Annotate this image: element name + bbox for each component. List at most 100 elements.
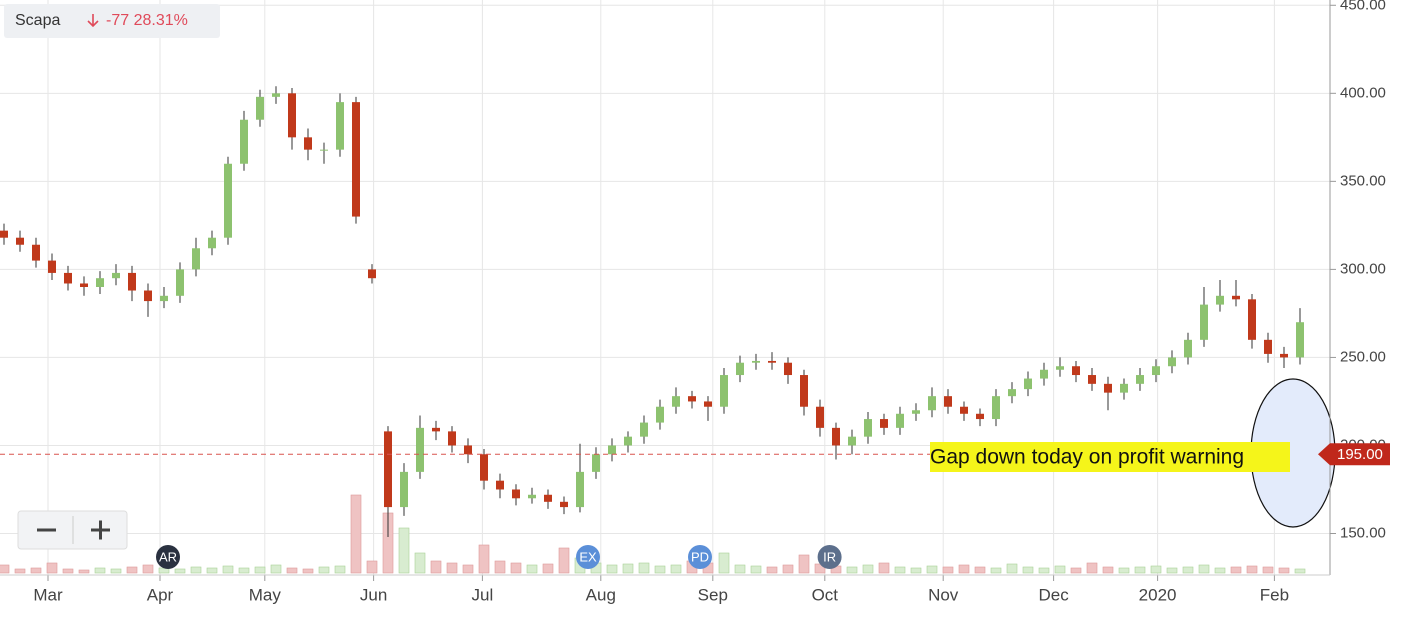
volume-bar (862, 564, 874, 574)
candle-body (1152, 366, 1160, 376)
candle-body (816, 406, 824, 428)
volume-bar (286, 567, 298, 574)
candle-body (1088, 375, 1096, 384)
candle-body (304, 137, 312, 150)
candle-body (400, 471, 408, 508)
y-tick-label: 350.00 (1340, 172, 1386, 189)
volume-bar (1038, 567, 1050, 574)
volume-bar (462, 564, 474, 574)
candle-body (1168, 357, 1176, 367)
volume-bar (302, 568, 314, 574)
volume-bar (750, 565, 762, 574)
candle-body (496, 480, 504, 490)
candle-body (416, 427, 424, 472)
candle-body (432, 427, 440, 432)
candle-body (1120, 383, 1128, 393)
candle-body (592, 454, 600, 472)
candle-body (208, 237, 216, 249)
volume-bar (318, 566, 330, 574)
candle-body (128, 272, 136, 291)
candle-body (928, 396, 936, 411)
candle-body (768, 360, 776, 363)
volume-bar (1182, 566, 1194, 574)
candle-body (448, 431, 456, 446)
candle-body (240, 119, 248, 164)
candle-body (1232, 295, 1240, 300)
volume-bar (174, 568, 186, 574)
candle-body (1136, 375, 1144, 384)
candle-body (1184, 339, 1192, 358)
volume-bar (446, 562, 458, 574)
event-marker (817, 545, 842, 569)
volume-bar (1006, 563, 1018, 574)
candle-body (1072, 366, 1080, 376)
candle-body (640, 422, 648, 437)
volume-bar (1214, 567, 1226, 574)
zoom-out-button[interactable] (19, 512, 72, 548)
candle-body (832, 427, 840, 446)
candle-body (608, 445, 616, 455)
volume-bar (430, 560, 442, 574)
volume-bar (110, 568, 122, 574)
candle-body (976, 413, 984, 420)
annotation-highlight (930, 442, 1290, 472)
candle-body (0, 230, 8, 238)
candle-body (864, 419, 872, 437)
volume-bar (558, 547, 570, 574)
volume-bar (606, 564, 618, 574)
candle-body (528, 494, 536, 499)
volume-bar (0, 564, 10, 574)
zoom-in-button[interactable] (74, 512, 126, 548)
volume-bar (1294, 568, 1306, 574)
candle-body (1296, 322, 1304, 358)
volume-bar (30, 567, 42, 574)
x-tick-label: Mar (33, 585, 63, 604)
event-label: PD (691, 549, 709, 564)
volume-bar (222, 565, 234, 574)
candle-body (16, 237, 24, 245)
volume-bar (46, 562, 58, 574)
axis: 150.00200.00250.00300.00350.00400.00450.… (0, 0, 1390, 604)
volume-bar (942, 566, 954, 574)
candle-body (992, 396, 1000, 420)
last-price-label: 195.00 (1337, 446, 1383, 463)
volume-bar (14, 568, 26, 574)
down-arrow-icon (87, 14, 99, 28)
volume-bar (1198, 564, 1210, 574)
volume-bar (670, 564, 682, 574)
candle-body (176, 269, 184, 296)
annotation: Gap down today on profit warning (930, 446, 1244, 469)
candle-body (656, 406, 664, 423)
x-tick-label: Oct (812, 585, 839, 604)
candle-body (896, 413, 904, 428)
volume-bar (510, 562, 522, 574)
volume-bar (990, 567, 1002, 574)
y-tick-label: 300.00 (1340, 260, 1386, 277)
candle-body (752, 360, 760, 363)
volume-bar (478, 544, 490, 574)
volume-bar (1086, 562, 1098, 574)
candle-body (160, 295, 168, 302)
volume-bar (782, 564, 794, 574)
candle-body (1040, 369, 1048, 379)
candle-body (1280, 353, 1288, 358)
change-label: -77 28.31% (106, 12, 188, 29)
candle-body (464, 445, 472, 455)
event-marker (688, 545, 712, 569)
x-tick-label: Apr (147, 585, 174, 604)
candle-body (688, 396, 696, 402)
volume-bar (206, 567, 218, 574)
event-marker (156, 545, 180, 569)
candle-body (336, 102, 344, 150)
volume-bar (894, 566, 906, 574)
x-tick-label: Jul (472, 585, 494, 604)
x-tick-label: Dec (1038, 585, 1069, 604)
y-tick-label: 450.00 (1340, 0, 1386, 13)
candle-body (352, 102, 360, 217)
volume-bar (78, 569, 90, 574)
volume-bar (974, 566, 986, 574)
candle-body (1056, 366, 1064, 370)
volume-bar (958, 564, 970, 574)
